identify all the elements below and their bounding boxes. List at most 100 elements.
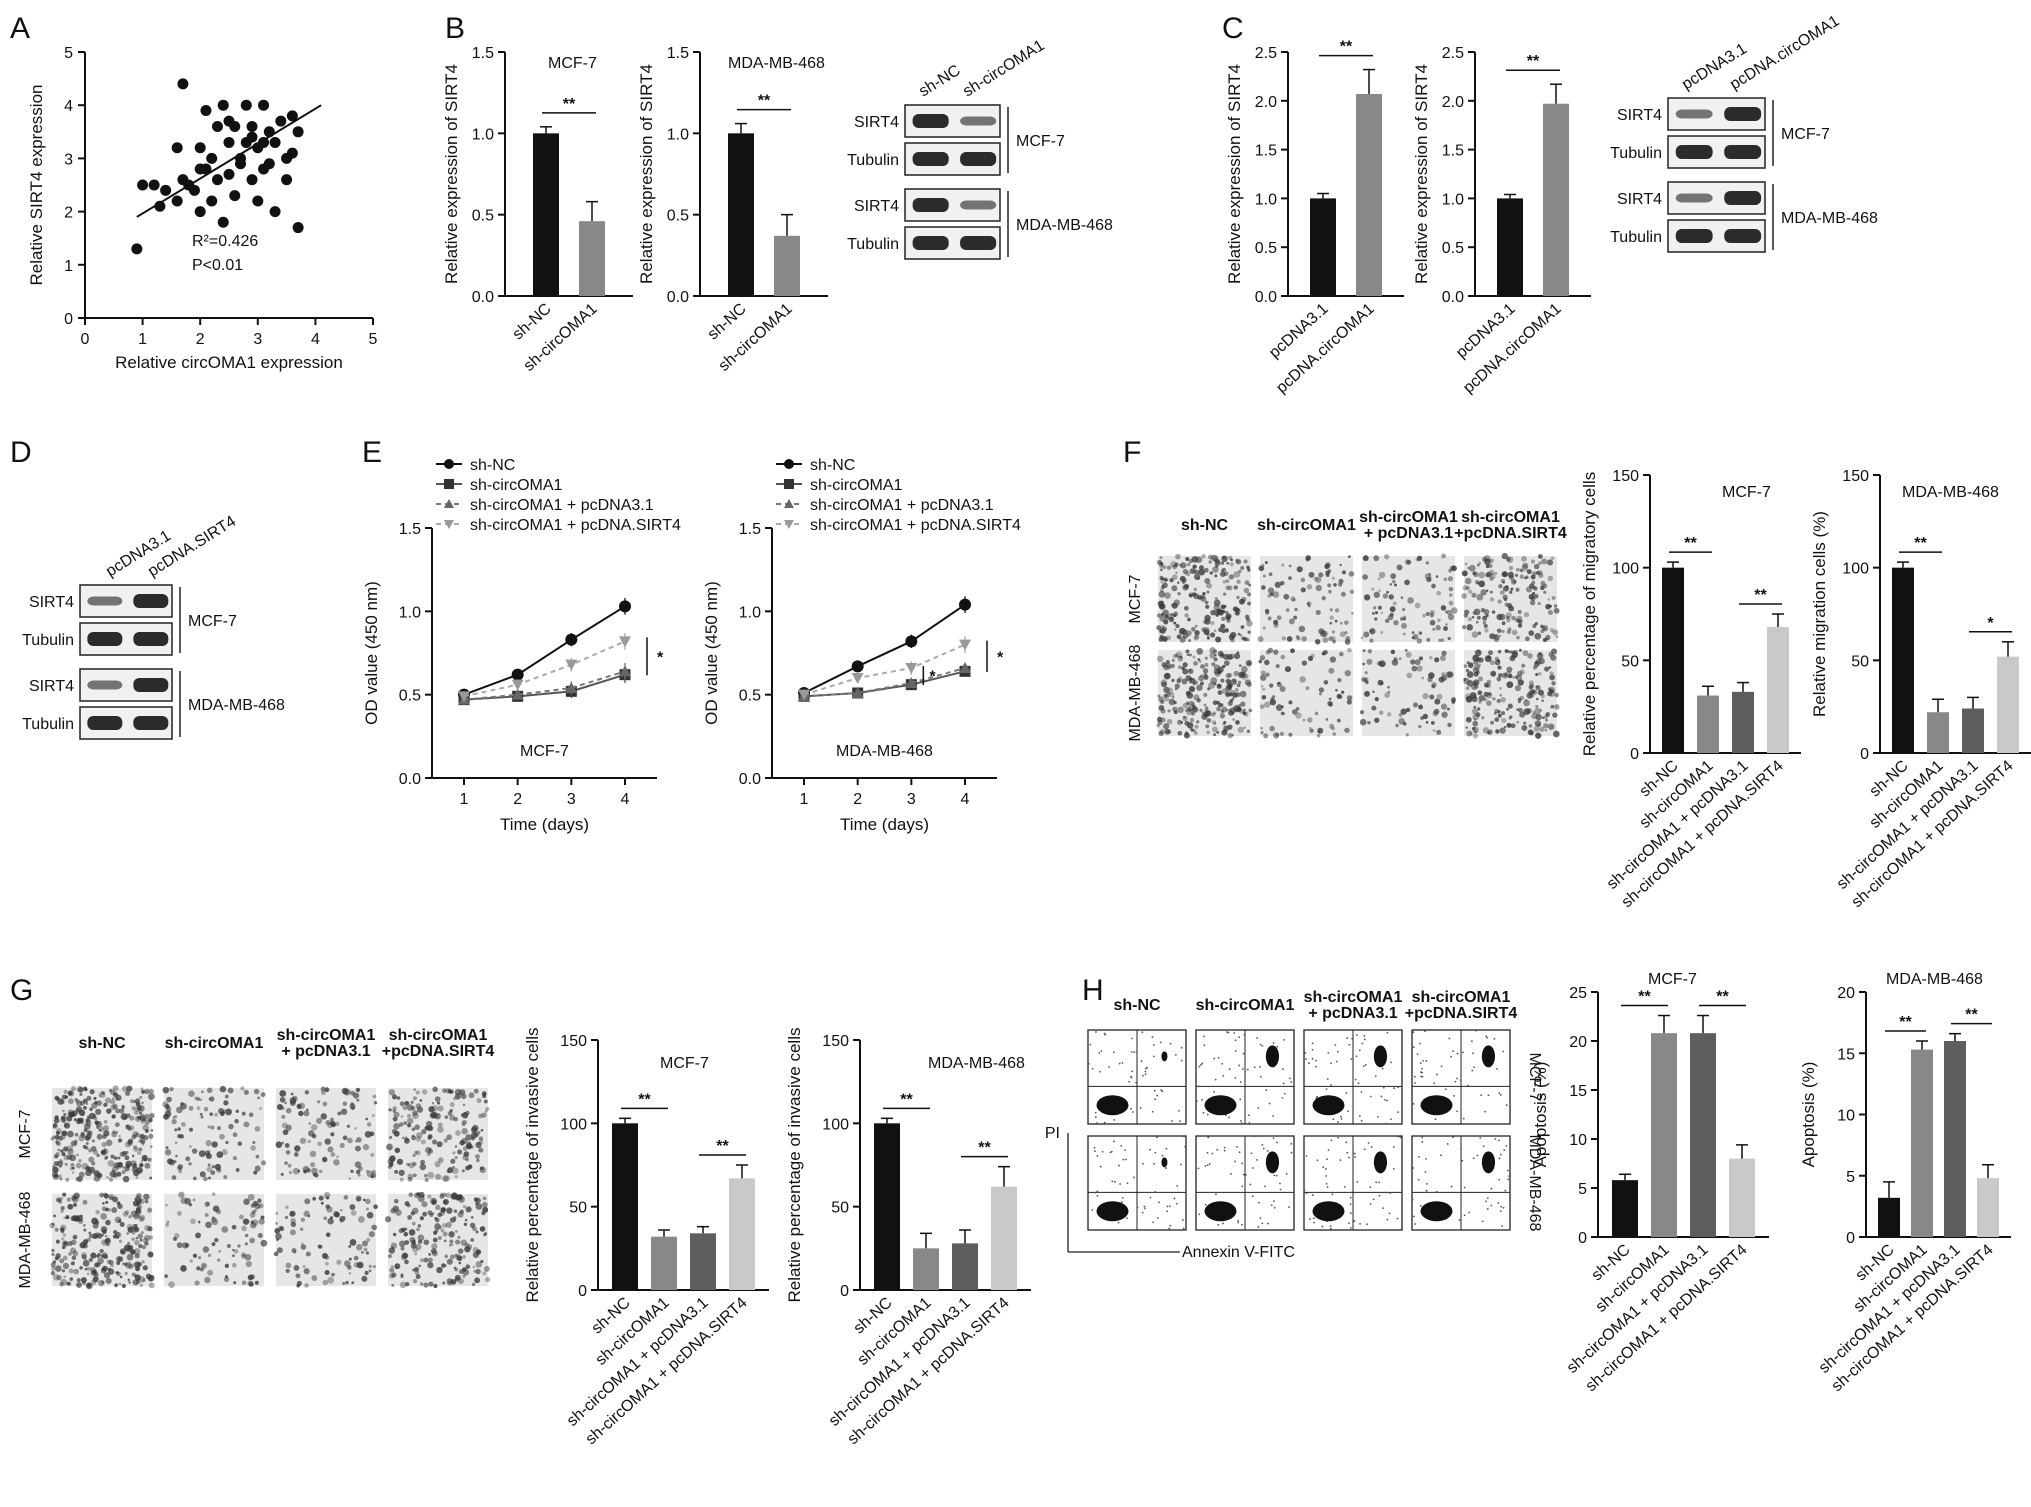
stained-cell (442, 1281, 446, 1285)
stained-cell (1489, 660, 1495, 666)
flow-event (1349, 1227, 1352, 1229)
micrograph-column-label: +pcDNA.SIRT4 (1454, 525, 1567, 542)
stained-cell (1543, 723, 1549, 729)
stained-cell (184, 1198, 192, 1205)
stained-cell (403, 1121, 408, 1126)
stained-cell (1472, 666, 1480, 674)
stained-cell (1405, 651, 1412, 658)
stained-cell (62, 1233, 66, 1237)
stained-cell (325, 1204, 331, 1209)
stained-cell (165, 1105, 171, 1111)
stained-cell (419, 1282, 424, 1286)
stained-cell (90, 1279, 97, 1285)
stained-cell (335, 1121, 340, 1126)
stained-cell (415, 1103, 422, 1109)
micrograph-row-label: MDA-MB-468 (17, 1191, 34, 1288)
flow-event (1100, 1050, 1103, 1052)
stained-cell (101, 1252, 108, 1259)
bar-H2-0 (1878, 1197, 1900, 1237)
flow-event (1418, 1155, 1420, 1158)
flow-event (1453, 1094, 1455, 1097)
flow-event (1146, 1066, 1148, 1069)
stained-cell (1163, 577, 1168, 582)
micrograph-row-label: MCF-7 (1127, 574, 1144, 623)
y-tick-label: 0 (840, 1283, 849, 1300)
stained-cell (1227, 700, 1233, 706)
stained-cell (64, 1162, 68, 1166)
stained-cell (305, 1251, 311, 1257)
y-tick-label: 5 (64, 45, 73, 62)
stained-cell (437, 1212, 442, 1218)
stained-cell (293, 1264, 300, 1271)
stained-cell (346, 1124, 351, 1128)
stained-cell (1192, 564, 1197, 570)
stained-cell (435, 1204, 441, 1211)
stained-cell (218, 1250, 222, 1253)
stained-cell (241, 1225, 247, 1232)
stained-cell (1204, 656, 1208, 660)
stained-cell (211, 1216, 215, 1220)
flow-event (1332, 1118, 1335, 1121)
stained-cell (392, 1106, 397, 1111)
stained-cell (1214, 574, 1218, 578)
stained-cell (1535, 570, 1540, 575)
stained-cell (1545, 634, 1551, 641)
flow-event (1099, 1165, 1102, 1168)
stained-cell (1163, 672, 1171, 680)
flow-event (1261, 1222, 1264, 1225)
stained-cell (234, 1118, 239, 1124)
flow-row-label: MCF-7 (1526, 1053, 1543, 1102)
stained-cell (1469, 732, 1473, 736)
flow-event (1425, 1189, 1428, 1192)
stained-cell (63, 1241, 67, 1246)
stained-cell (1535, 658, 1542, 665)
stained-cell (98, 1126, 105, 1133)
stained-cell (140, 1087, 144, 1090)
blot-band (912, 198, 949, 212)
flow-event (1096, 1155, 1099, 1157)
stained-cell (407, 1176, 413, 1182)
stained-cell (222, 1109, 227, 1114)
stained-cell (1272, 591, 1280, 598)
significance-label: ** (1914, 535, 1927, 552)
stained-cell (1509, 655, 1516, 662)
stained-cell (1348, 571, 1355, 577)
stained-cell (1185, 649, 1190, 654)
flow-event (1348, 1043, 1351, 1046)
stained-cell (465, 1134, 472, 1141)
stained-cell (1211, 712, 1216, 717)
stained-cell (1171, 678, 1175, 683)
stained-cell (361, 1275, 368, 1282)
stained-cell (1260, 726, 1263, 730)
stained-cell (1228, 708, 1232, 712)
stained-cell (1264, 659, 1270, 666)
chart-title: MDA-MB-468 (728, 55, 825, 72)
stained-cell (227, 1087, 234, 1094)
flow-event (1180, 1163, 1182, 1166)
stained-cell (135, 1101, 141, 1107)
stained-cell (235, 1168, 240, 1172)
flow-event (1482, 1145, 1485, 1148)
stained-cell (475, 1141, 482, 1149)
scatter-point (206, 152, 218, 164)
stained-cell (1202, 672, 1208, 678)
stained-cell (423, 1239, 430, 1246)
stained-cell (1551, 681, 1556, 686)
stained-cell (1199, 681, 1204, 686)
stained-cell (1550, 648, 1558, 655)
scatter-point (177, 78, 189, 90)
stained-cell (1230, 558, 1233, 562)
flow-event (1101, 1150, 1104, 1153)
flow-event (1242, 1052, 1245, 1055)
stained-cell (111, 1207, 118, 1213)
stained-cell (197, 1220, 201, 1224)
stained-cell (1494, 656, 1499, 661)
stained-cell (479, 1226, 486, 1232)
stained-cell (1179, 627, 1186, 635)
stained-cell (144, 1234, 151, 1242)
stained-cell (371, 1114, 375, 1118)
flow-event (1087, 1062, 1090, 1065)
stained-cell (1156, 613, 1162, 618)
micrograph-background (1362, 650, 1455, 736)
